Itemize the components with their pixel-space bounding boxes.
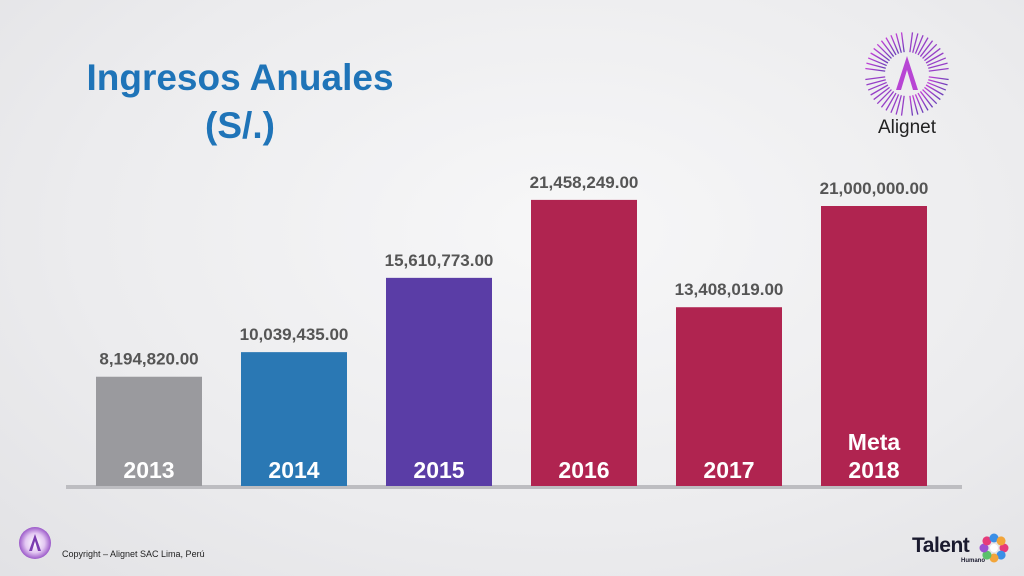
bar-2014 (241, 352, 347, 486)
bar-2017 (676, 307, 782, 486)
category-label: 2014 (268, 457, 319, 483)
talent-flower-icon (979, 533, 1009, 563)
alignet-footer-icon (19, 527, 51, 559)
bar-2013 (96, 376, 202, 486)
category-label: 2016 (558, 457, 609, 483)
chart-title: Ingresos Anuales (S/.) (60, 54, 420, 150)
category-label: 2018 (848, 457, 899, 483)
value-label: 15,610,773.00 (385, 251, 494, 270)
category-label: 2015 (413, 457, 464, 483)
bar-meta-2018 (821, 206, 927, 486)
value-label: 10,039,435.00 (240, 325, 349, 344)
value-label: 13,408,019.00 (675, 280, 784, 299)
value-label: 21,000,000.00 (820, 179, 929, 198)
alignet-starburst-a-icon (865, 32, 949, 116)
value-label: 21,458,249.00 (530, 173, 639, 192)
talent-logo-word: Talent (912, 534, 970, 557)
copyright-text: Copyright – Alignet SAC Lima, Perú (62, 549, 205, 559)
value-label: 8,194,820.00 (99, 350, 198, 369)
alignet-logo: Alignet (865, 32, 949, 138)
brand-name: Alignet (878, 117, 937, 138)
talent-logo-sub: Humano (961, 558, 985, 564)
bar-2016 (531, 199, 637, 486)
category-label: 2013 (123, 457, 174, 483)
title-line-2: (S/.) (205, 105, 275, 146)
category-label: Meta (848, 429, 901, 455)
bar-2015 (386, 277, 492, 486)
category-label: 2017 (703, 457, 754, 483)
title-line-1: Ingresos Anuales (86, 57, 394, 98)
